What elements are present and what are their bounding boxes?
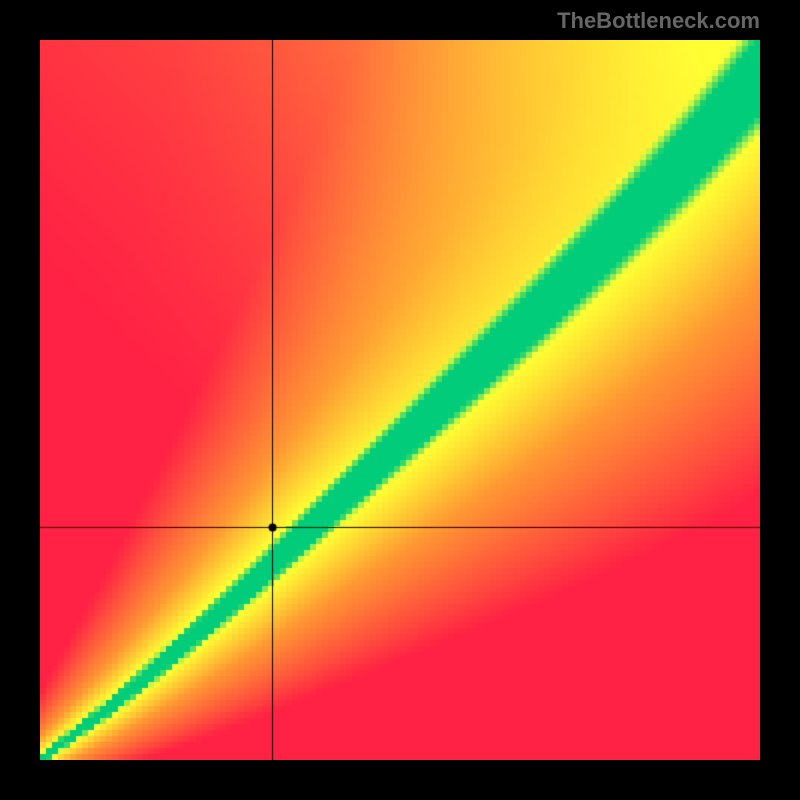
chart-container: TheBottleneck.com <box>0 0 800 800</box>
bottleneck-heatmap <box>40 40 760 760</box>
attribution-text: TheBottleneck.com <box>557 8 760 34</box>
